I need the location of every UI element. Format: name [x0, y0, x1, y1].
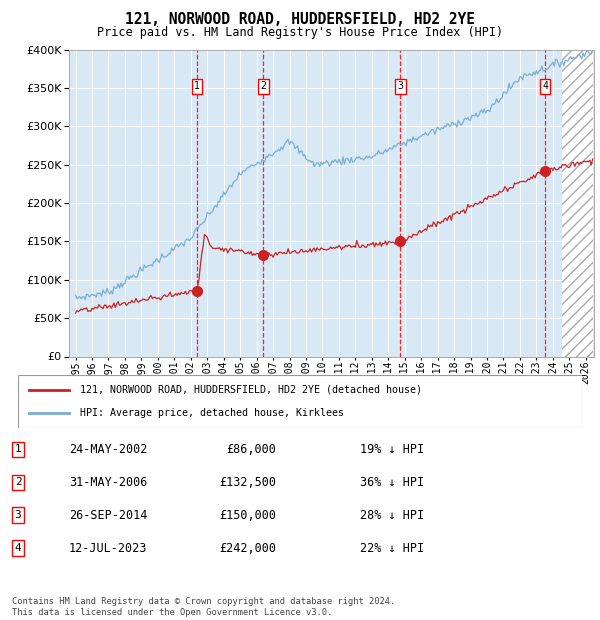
- Text: 2: 2: [14, 477, 22, 487]
- Text: £132,500: £132,500: [219, 476, 276, 489]
- Text: 4: 4: [542, 81, 548, 91]
- Text: Price paid vs. HM Land Registry's House Price Index (HPI): Price paid vs. HM Land Registry's House …: [97, 26, 503, 39]
- Text: 22% ↓ HPI: 22% ↓ HPI: [360, 542, 424, 554]
- Text: 12-JUL-2023: 12-JUL-2023: [69, 542, 148, 554]
- Text: 121, NORWOOD ROAD, HUDDERSFIELD, HD2 2YE (detached house): 121, NORWOOD ROAD, HUDDERSFIELD, HD2 2YE…: [80, 385, 422, 395]
- Text: 1: 1: [194, 81, 200, 91]
- Text: 24-MAY-2002: 24-MAY-2002: [69, 443, 148, 456]
- Text: HPI: Average price, detached house, Kirklees: HPI: Average price, detached house, Kirk…: [80, 408, 344, 418]
- Text: 121, NORWOOD ROAD, HUDDERSFIELD, HD2 2YE: 121, NORWOOD ROAD, HUDDERSFIELD, HD2 2YE: [125, 12, 475, 27]
- Text: £242,000: £242,000: [219, 542, 276, 554]
- Text: 2: 2: [260, 81, 266, 91]
- Text: 4: 4: [14, 543, 22, 553]
- Text: 36% ↓ HPI: 36% ↓ HPI: [360, 476, 424, 489]
- Text: 1: 1: [14, 445, 22, 454]
- Text: 28% ↓ HPI: 28% ↓ HPI: [360, 509, 424, 521]
- Text: 19% ↓ HPI: 19% ↓ HPI: [360, 443, 424, 456]
- Text: Contains HM Land Registry data © Crown copyright and database right 2024.
This d: Contains HM Land Registry data © Crown c…: [12, 598, 395, 617]
- Text: £150,000: £150,000: [219, 509, 276, 521]
- Text: £86,000: £86,000: [226, 443, 276, 456]
- Text: 3: 3: [14, 510, 22, 520]
- FancyBboxPatch shape: [18, 375, 582, 428]
- Text: 26-SEP-2014: 26-SEP-2014: [69, 509, 148, 521]
- Text: 3: 3: [397, 81, 403, 91]
- Text: 31-MAY-2006: 31-MAY-2006: [69, 476, 148, 489]
